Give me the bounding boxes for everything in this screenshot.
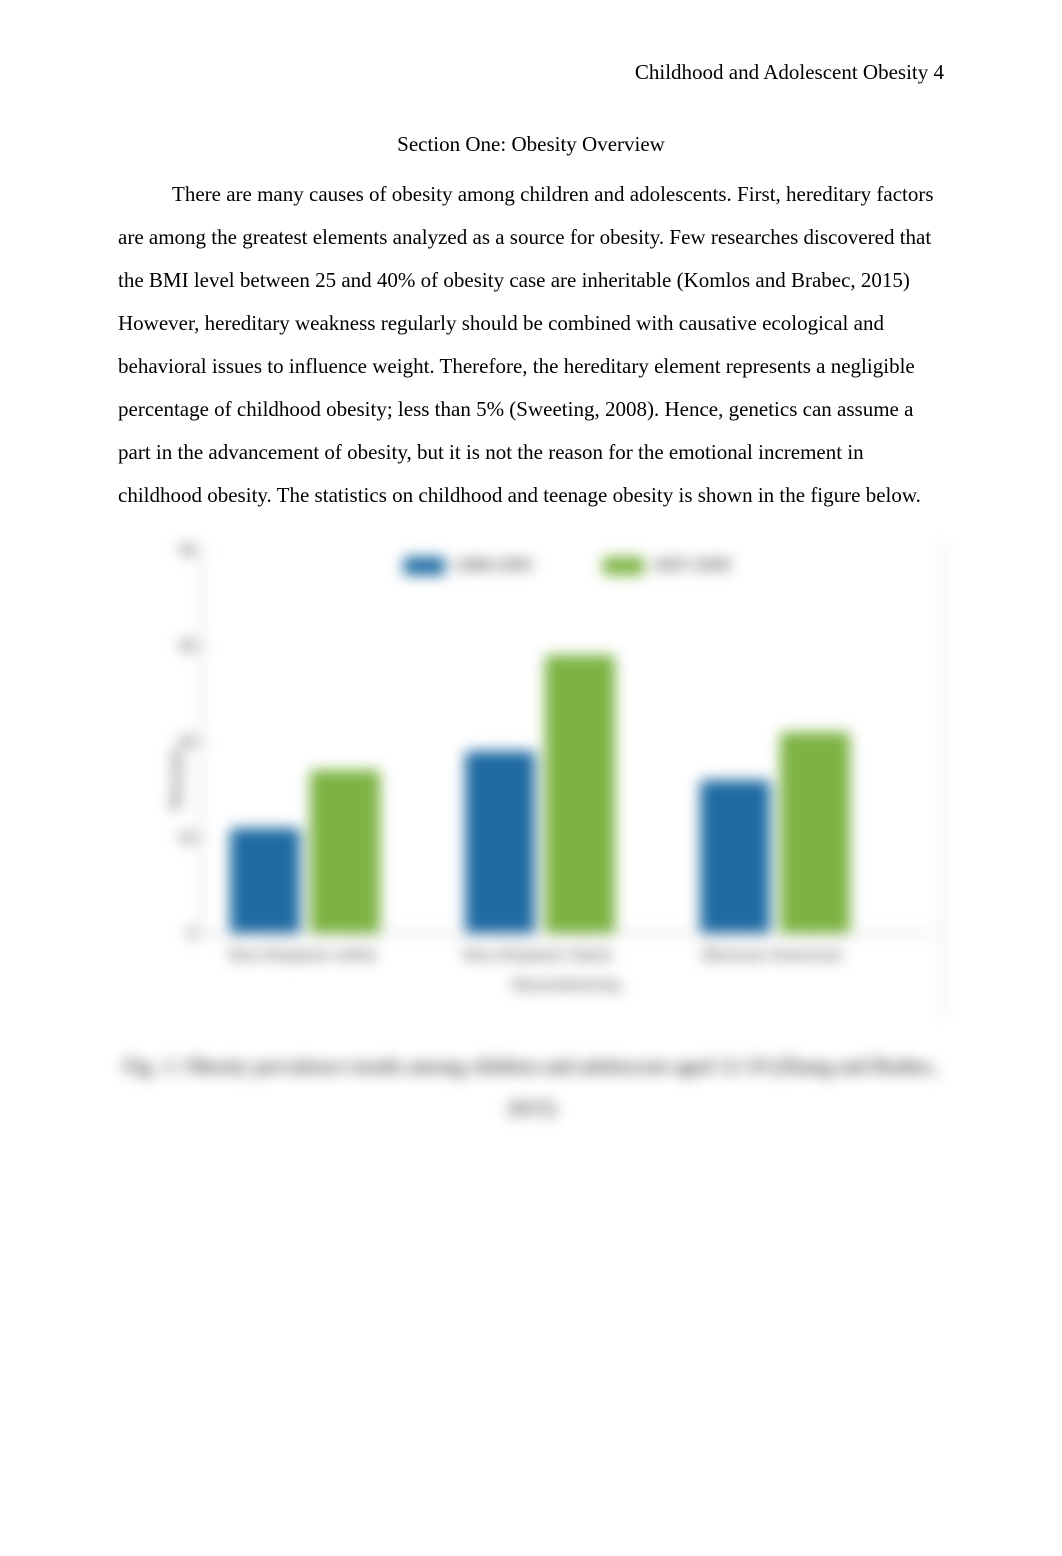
legend-item-2: 2007-2008 (602, 557, 731, 575)
y-tick: 20 (170, 734, 196, 752)
y-tick: 40 (170, 542, 196, 560)
y-tick: 0 (170, 926, 196, 944)
legend-label-1: 1988-1994 (455, 557, 532, 575)
bar (310, 770, 380, 933)
legend-item-1: 1988-1994 (403, 557, 532, 575)
bar (465, 751, 535, 933)
bar (230, 828, 300, 934)
body-paragraph: There are many causes of obesity among c… (118, 173, 944, 517)
bar (700, 780, 770, 934)
y-tick: 30 (170, 638, 196, 656)
y-tick: 10 (170, 830, 196, 848)
section-title: Section One: Obesity Overview (118, 132, 944, 157)
obesity-bar-chart: Percent 1988-1994 2007-2008 0 10 20 30 40 Non… (118, 545, 944, 1015)
legend-label-2: 2007-2008 (654, 557, 731, 575)
x-label: Non-Hispanic white (203, 945, 403, 967)
bar-group (230, 770, 380, 933)
figure-caption: Fig. 1: Obesity prevalence trends among … (118, 1045, 944, 1129)
bar-group (700, 732, 850, 934)
running-head: Childhood and Adolescent Obesity 4 (635, 60, 944, 85)
plot-area: 1988-1994 2007-2008 (200, 551, 932, 935)
legend-swatch-1 (403, 557, 445, 575)
bar-group (465, 655, 615, 933)
chart-legend: 1988-1994 2007-2008 (403, 557, 730, 575)
bar (780, 732, 850, 934)
bar (545, 655, 615, 933)
x-label: Mexican American (673, 945, 873, 967)
legend-swatch-2 (602, 557, 644, 575)
x-label: Non-Hispanic black (438, 945, 638, 967)
y-axis-label: Percent (168, 751, 186, 810)
x-axis-subtitle: Race/ethnicity (467, 975, 667, 997)
